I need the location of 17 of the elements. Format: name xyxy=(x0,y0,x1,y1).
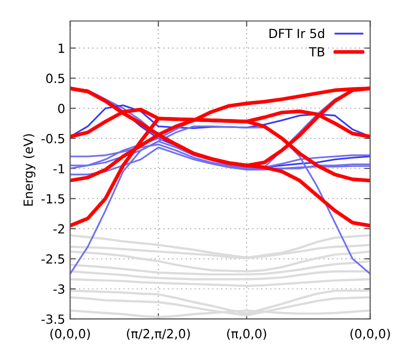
y-tick-label: -0.5 xyxy=(41,134,64,144)
x-tick-label: (π/2,π/2,0) xyxy=(126,328,190,340)
y-tick-label: -1 xyxy=(53,164,64,174)
y-tick-label: -2 xyxy=(53,224,64,234)
y-axis-title: Energy (eV) xyxy=(23,134,36,206)
y-tick-label: -1.5 xyxy=(41,194,64,204)
x-tick-label: (0,0,0) xyxy=(50,328,90,340)
y-tick-label: -2.5 xyxy=(41,254,64,264)
legend-label: DFT Ir 5d xyxy=(270,28,324,38)
y-tick-label: -3 xyxy=(53,284,64,294)
y-tick-label: 0.5 xyxy=(46,74,64,84)
y-tick-label: 0 xyxy=(58,104,64,114)
x-tick-label: (π,0,0) xyxy=(227,328,266,340)
y-tick-label: -3.5 xyxy=(41,314,64,324)
y-tick-label: 1 xyxy=(58,44,64,53)
legend-label: TB xyxy=(308,47,324,56)
x-tick-label: (0,0,0) xyxy=(350,328,390,340)
